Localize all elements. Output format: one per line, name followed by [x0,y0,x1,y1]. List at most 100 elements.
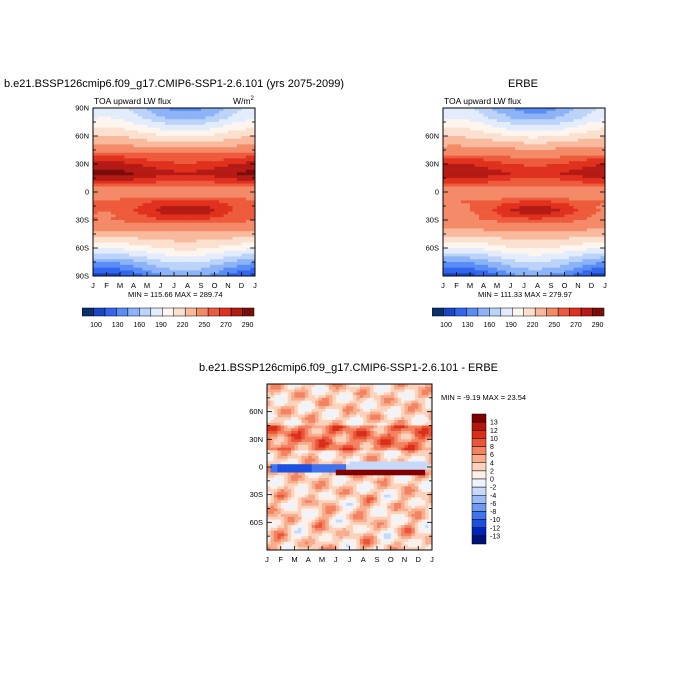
heatmap-cell [470,130,475,134]
heatmap-cell [510,133,516,137]
heatmap-cell [418,386,422,390]
heatmap-cell [178,178,184,182]
heatmap-cell [506,110,511,114]
heatmap-cell [301,384,306,388]
heatmap-cell [196,141,202,145]
heatmap-cell [569,231,574,235]
heatmap-cell [151,267,157,271]
heatmap-cell [470,183,475,187]
heatmap-cell [546,147,552,151]
y-tick-label: 30S [426,216,439,225]
heatmap-cell [93,250,98,254]
heatmap-cell [174,225,179,229]
heatmap-cell [359,408,364,412]
heatmap-cell [138,136,143,140]
heatmap-cell [142,222,148,226]
heatmap-cell [237,119,242,123]
heatmap-cell [277,406,282,410]
heatmap-cell [596,217,601,221]
heatmap-cell [470,267,475,271]
heatmap-cell [196,158,202,162]
heatmap-cell [524,267,529,271]
heatmap-cell [219,108,224,112]
heatmap-cell [133,166,139,170]
heatmap-cell [542,248,547,252]
heatmap-cell [524,203,529,207]
colorbar-label: 270 [220,322,232,329]
heatmap-cell [174,248,179,252]
heatmap-cell [124,127,130,131]
heatmap-cell [560,119,565,123]
heatmap-cell [335,406,340,410]
heatmap-cell [106,130,112,134]
heatmap-cell [97,267,103,271]
heatmap-cell [524,189,529,193]
heatmap-cell [510,116,516,120]
heatmap-cell [120,127,125,131]
heatmap-cell [339,408,343,412]
heatmap-cell [246,248,251,252]
heatmap-cell [421,389,426,393]
heatmap-cell [447,180,453,184]
heatmap-cell [178,242,184,246]
heatmap-cell [474,245,480,249]
heatmap-cell [515,178,520,182]
heatmap-cell [228,262,233,266]
heatmap-cell [492,220,498,224]
heatmap-cell [474,150,480,154]
heatmap-cell [120,273,125,277]
heatmap-cell [551,231,556,235]
heatmap-cell [192,264,197,268]
x-tick-label: A [131,281,136,290]
heatmap-cell [97,239,103,243]
heatmap-cell [187,108,193,112]
heatmap-cell [443,273,448,277]
heatmap-cell [443,127,448,131]
heatmap-cell [219,189,224,193]
heatmap-cell [169,217,175,221]
heatmap-cell [192,228,197,232]
heatmap-cell [214,189,220,193]
heatmap-cell [479,225,484,229]
heatmap-cell [497,110,502,114]
heatmap-cell [470,186,475,190]
heatmap-cell [160,239,166,243]
heatmap-cell [456,220,462,224]
heatmap-cell [201,116,206,120]
heatmap-cell [519,152,525,156]
heatmap-cell [97,248,103,252]
heatmap-cell [447,158,453,162]
heatmap-cell [183,270,188,274]
heatmap-cell [456,273,462,277]
heatmap-cell [315,397,319,401]
heatmap-cell [447,264,453,268]
heatmap-cell [205,192,211,196]
heatmap-cell [115,178,121,182]
heatmap-cell [178,192,184,196]
heatmap-cell [210,217,215,221]
heatmap-cell [600,180,606,184]
heatmap-cell [284,411,288,415]
heatmap-cell [510,220,516,224]
heatmap-cell [515,108,520,112]
heatmap-cell [533,234,538,238]
heatmap-cell [228,158,233,162]
heatmap-cell [587,175,592,179]
heatmap-cell [573,116,579,120]
heatmap-cell [183,253,188,257]
heatmap-cell [421,403,426,407]
heatmap-cell [542,197,547,201]
heatmap-cell [301,408,306,412]
heatmap-cell [102,186,107,190]
heatmap-cell [474,208,480,212]
heatmap-cell [483,234,489,238]
heatmap-cell [418,395,422,399]
heatmap-cell [315,406,319,410]
heatmap-cell [183,214,188,218]
heatmap-cell [479,166,484,170]
heatmap-cell [443,192,448,196]
heatmap-cell [596,116,601,120]
heatmap-cell [237,220,242,224]
heatmap-cell [332,384,337,388]
heatmap-cell [452,150,457,154]
